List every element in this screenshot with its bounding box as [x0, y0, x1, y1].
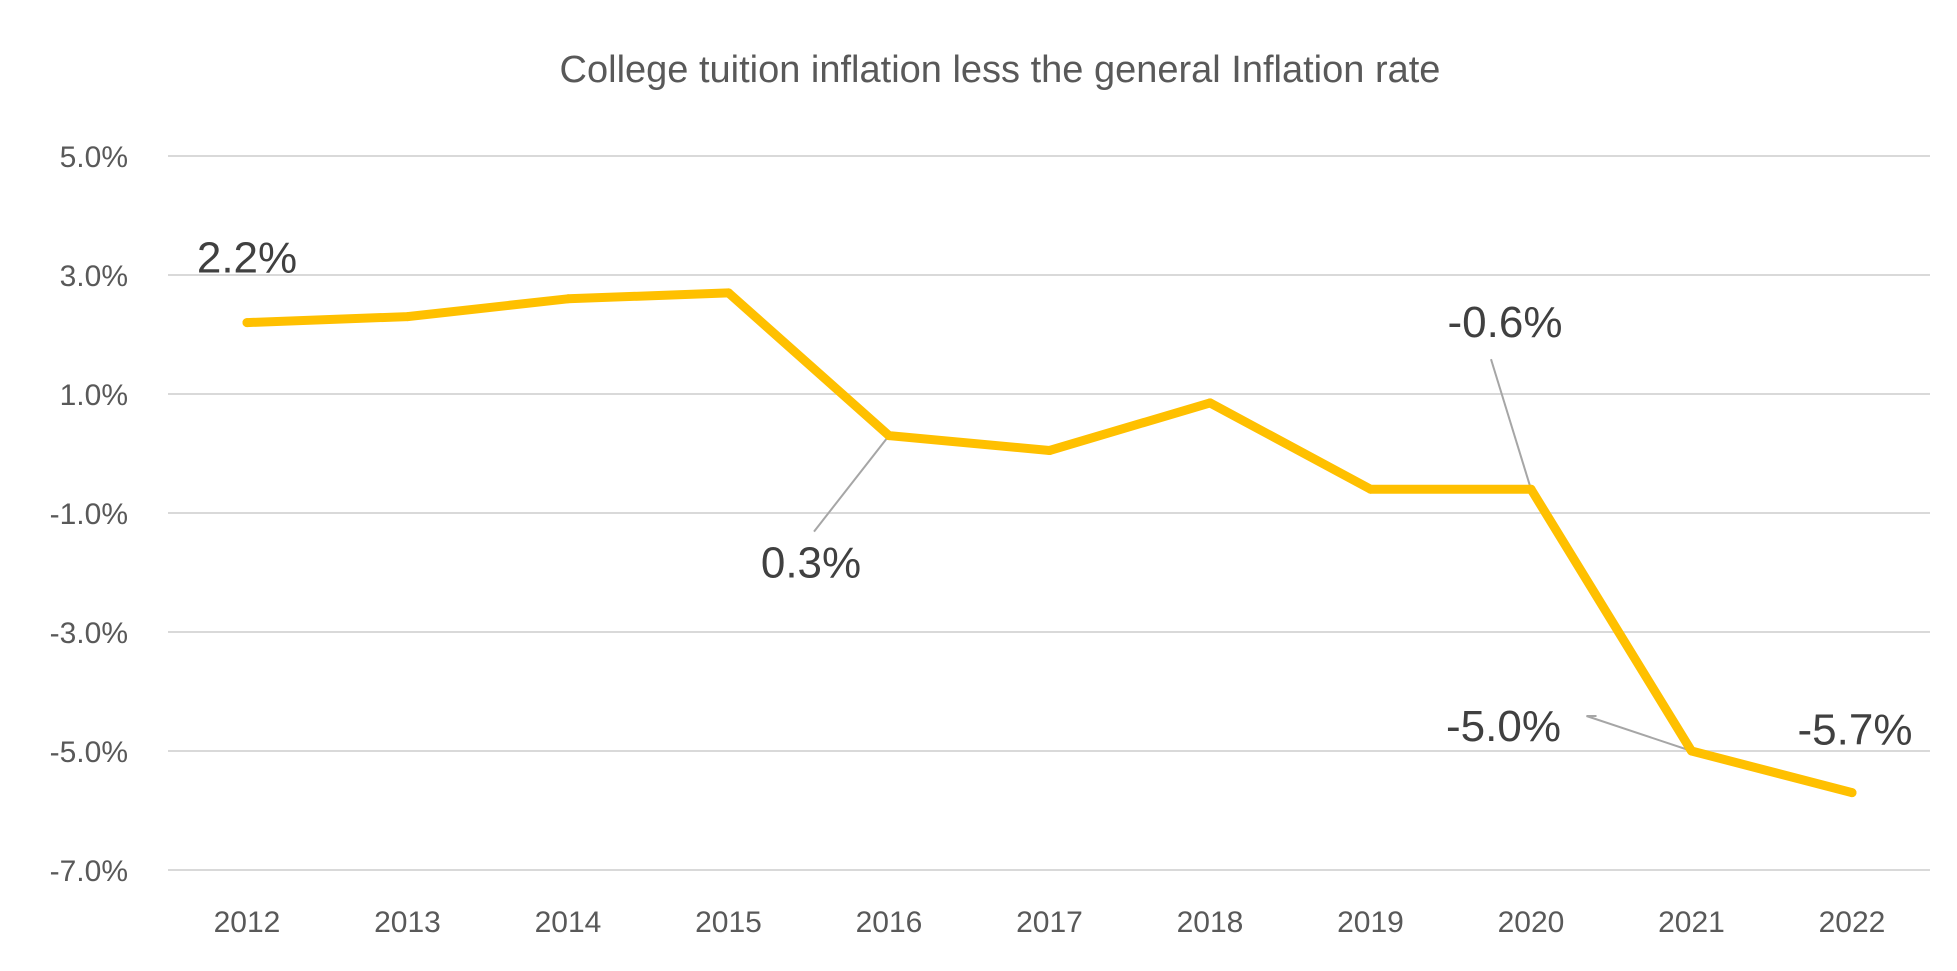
y-tick-label: 3.0% — [60, 260, 128, 293]
data-point — [1526, 484, 1536, 494]
y-tick-label: -3.0% — [50, 617, 128, 650]
x-tick-label: 2022 — [1819, 906, 1886, 939]
x-tick-label: 2014 — [535, 906, 602, 939]
data-point — [403, 312, 412, 322]
data-label: 0.3% — [761, 539, 861, 588]
data-label: -5.0% — [1446, 702, 1561, 751]
x-tick-label: 2019 — [1337, 906, 1404, 939]
y-tick-label: -5.0% — [50, 736, 128, 769]
series-line — [242, 288, 1857, 798]
y-tick-label: -7.0% — [50, 855, 128, 888]
y-tick-label: 1.0% — [60, 379, 128, 412]
x-tick-label: 2015 — [695, 906, 762, 939]
y-tick-label: -1.0% — [50, 498, 128, 531]
y-tick-label: 5.0% — [60, 141, 128, 174]
data-label-leader — [1490, 358, 1532, 490]
data-point — [1045, 446, 1054, 456]
x-tick-label: 2018 — [1177, 906, 1244, 939]
gridlines — [168, 155, 1930, 871]
x-tick-label: 2013 — [374, 906, 441, 939]
data-point — [724, 288, 733, 298]
data-label: 2.2% — [197, 234, 297, 283]
data-label-leaders — [813, 358, 1692, 752]
x-axis-tick-labels: 2012 2013 2014 2015 2016 2017 2018 2019 2020 2021… — [214, 906, 1886, 939]
data-label: -5.7% — [1798, 706, 1913, 755]
data-point — [1687, 746, 1696, 756]
data-point — [563, 294, 573, 304]
x-tick-label: 2017 — [1016, 906, 1083, 939]
data-point — [1366, 484, 1375, 494]
data-label-leader — [1586, 715, 1692, 752]
data-label: -0.6% — [1448, 298, 1563, 347]
x-tick-label: 2021 — [1658, 906, 1725, 939]
data-point — [1847, 788, 1857, 798]
data-point — [242, 318, 252, 328]
chart-title: College tuition inflation less the gener… — [560, 49, 1441, 91]
data-label-leader — [813, 434, 890, 533]
x-tick-label: 2012 — [214, 906, 281, 939]
data-point — [884, 431, 894, 441]
series-layer — [242, 288, 1857, 798]
data-labels: 2.2% 0.3% -0.6% -5.0% -5.7% — [197, 234, 1913, 755]
x-tick-label: 2016 — [856, 906, 923, 939]
y-axis-tick-labels: 5.0% 3.0% 1.0% -1.0% -3.0% -5.0% -7.0% — [50, 141, 128, 888]
x-tick-label: 2020 — [1498, 906, 1565, 939]
data-point — [1205, 398, 1215, 408]
